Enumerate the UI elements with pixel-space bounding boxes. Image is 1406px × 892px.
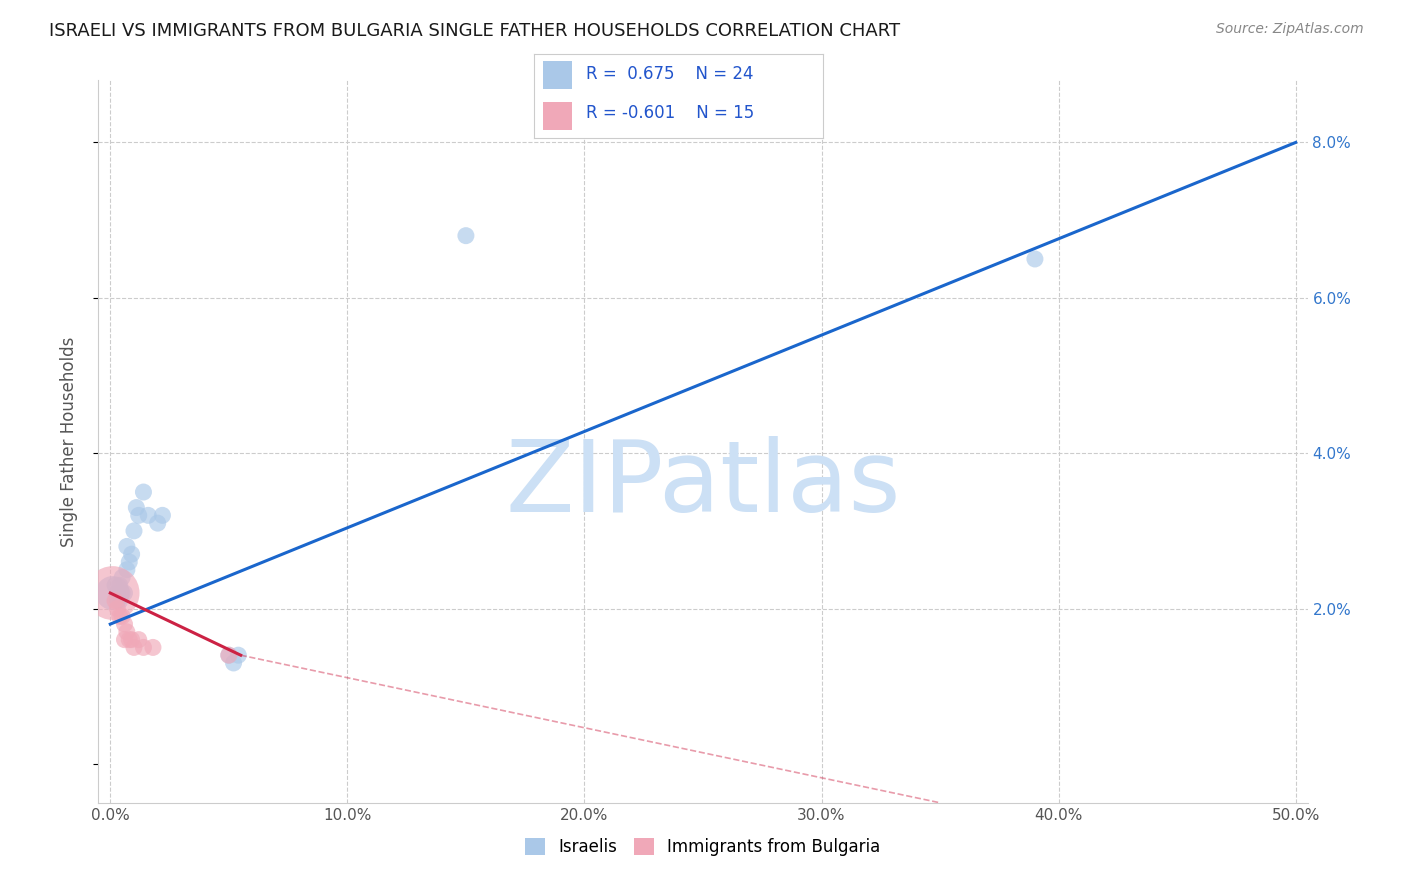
Legend: Israelis, Immigrants from Bulgaria: Israelis, Immigrants from Bulgaria	[519, 831, 887, 863]
Point	[115, 540, 138, 554]
Point	[101, 586, 124, 600]
Point	[218, 648, 240, 663]
Point	[146, 516, 169, 530]
Point	[152, 508, 174, 523]
FancyBboxPatch shape	[543, 62, 572, 89]
Point	[226, 648, 249, 663]
Point	[115, 563, 138, 577]
Point	[121, 632, 143, 647]
Text: ZIPatlas: ZIPatlas	[505, 436, 901, 533]
Point	[108, 594, 131, 608]
Point	[105, 601, 128, 615]
Point	[121, 547, 143, 561]
Point	[114, 617, 136, 632]
Point	[142, 640, 165, 655]
Point	[132, 640, 155, 655]
Point	[122, 524, 145, 538]
Point	[132, 485, 155, 500]
Point	[111, 586, 134, 600]
FancyBboxPatch shape	[543, 102, 572, 130]
Point	[1024, 252, 1046, 266]
Point	[105, 594, 128, 608]
Point	[454, 228, 477, 243]
Point	[111, 609, 134, 624]
Text: ISRAELI VS IMMIGRANTS FROM BULGARIA SINGLE FATHER HOUSEHOLDS CORRELATION CHART: ISRAELI VS IMMIGRANTS FROM BULGARIA SING…	[49, 22, 900, 40]
Point	[136, 508, 159, 523]
Text: R = -0.601    N = 15: R = -0.601 N = 15	[586, 104, 755, 122]
Point	[105, 586, 128, 600]
Point	[111, 570, 134, 584]
Point	[108, 609, 131, 624]
Text: R =  0.675    N = 24: R = 0.675 N = 24	[586, 65, 754, 83]
Point	[115, 624, 138, 639]
Point	[108, 578, 131, 592]
Text: Source: ZipAtlas.com: Source: ZipAtlas.com	[1216, 22, 1364, 37]
Point	[122, 640, 145, 655]
Point	[125, 500, 148, 515]
Point	[128, 508, 150, 523]
Point	[101, 586, 124, 600]
Point	[118, 632, 141, 647]
Point	[218, 648, 240, 663]
Point	[104, 578, 127, 592]
Point	[114, 586, 136, 600]
Point	[114, 632, 136, 647]
Point	[128, 632, 150, 647]
Y-axis label: Single Father Households: Single Father Households	[59, 336, 77, 547]
Point	[104, 594, 127, 608]
Point	[118, 555, 141, 569]
Point	[222, 656, 245, 670]
